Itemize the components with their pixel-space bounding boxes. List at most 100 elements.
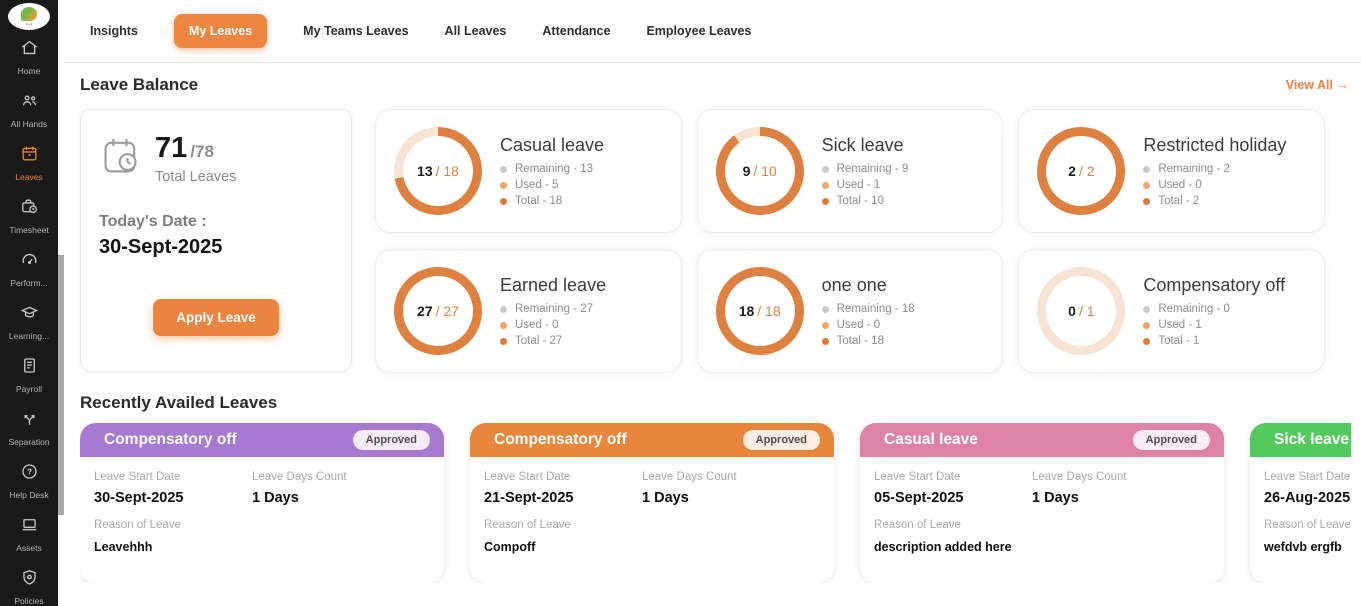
legend-dot-used — [1143, 181, 1151, 189]
leave-balance-section: 71/78 Total Leaves Today's Date : 30-Sep… — [80, 109, 1351, 373]
tab-my-leaves[interactable]: My Leaves — [173, 14, 268, 48]
availed-card-type: Compensatory off — [494, 431, 627, 448]
legend-dot-used — [500, 181, 507, 189]
reason-value: Compoff — [484, 540, 536, 554]
donut-total: / 18 — [757, 303, 781, 319]
availed-card-header: Casual leave Approved — [860, 423, 1224, 457]
legend-dot-total — [1143, 337, 1151, 345]
availed-card-header: Sick leave — [1250, 423, 1351, 457]
days-count-label: Leave Days Count — [642, 471, 737, 483]
legend-remaining: Remaining - 9 — [836, 163, 909, 175]
leave-card-title: Earned leave — [500, 275, 607, 295]
sidebar-item-assets[interactable]: Assets — [0, 515, 58, 553]
leave-card-sick: 9/ 10 Sick leave Remaining - 9 Used - 1 … — [696, 109, 1004, 233]
payroll-icon — [20, 356, 39, 380]
sidebar-item-label: Separation — [8, 437, 50, 447]
timesheet-icon — [20, 197, 39, 221]
tab-all-leaves[interactable]: All Leaves — [444, 24, 507, 38]
tab-attendance[interactable]: Attendance — [542, 24, 611, 38]
legend-total: Total - 18 — [515, 195, 563, 207]
recently-availed-cards: Compensatory off Approved Leave Start Da… — [80, 423, 1351, 583]
sidebar-item-separation[interactable]: Separation — [0, 409, 58, 447]
sidebar-item-performance[interactable]: Perform... — [0, 250, 58, 288]
sidebar-item-learning[interactable]: Learning... — [0, 303, 58, 341]
donut-value: 2 — [1068, 163, 1076, 179]
availed-card-type: Casual leave — [884, 431, 978, 448]
today-date-value: 30-Sept-2025 — [99, 236, 223, 258]
svg-text:?: ? — [26, 467, 31, 477]
leave-card-title: Restricted holiday — [1143, 135, 1287, 155]
leave-card-title: one one — [821, 275, 887, 295]
donut-total: / 27 — [435, 303, 459, 319]
sidebar-item-policies[interactable]: Policies — [0, 568, 58, 606]
availed-card-header: Compensatory off Approved — [470, 423, 834, 457]
legend-used: Used - 1 — [1158, 319, 1202, 331]
days-count-label: Leave Days Count — [1032, 471, 1127, 483]
start-date-label: Leave Start Date — [484, 471, 571, 483]
reason-value: Leavehhh — [94, 540, 153, 554]
leave-card-title: Casual leave — [500, 135, 605, 155]
sidebar-item-label: Leaves — [15, 172, 43, 182]
tab-employee-leaves[interactable]: Employee Leaves — [646, 24, 752, 38]
days-count-label: Leave Days Count — [252, 471, 347, 483]
availed-card-casual: Casual leave Approved Leave Start Date 0… — [860, 423, 1224, 583]
view-all-link[interactable]: View All → — [1285, 78, 1349, 92]
availed-card-compensatory-1: Compensatory off Approved Leave Start Da… — [80, 423, 444, 583]
sidebar-item-all-hands[interactable]: All Hands — [0, 91, 58, 129]
sidebar-item-label: All Hands — [10, 119, 48, 129]
reason-value: description added here — [874, 540, 1012, 554]
main-content: Insights My Leaves My Teams Leaves All L… — [64, 0, 1361, 606]
sidebar-item-home[interactable]: Home — [0, 38, 58, 76]
tab-bar: Insights My Leaves My Teams Leaves All L… — [64, 0, 1361, 63]
status-badge: Approved — [1132, 430, 1210, 450]
leave-card-earned: 27/ 27 Earned leave Remaining - 27 Used … — [375, 249, 682, 373]
legend-used: Used - 0 — [1158, 179, 1202, 191]
legend-dot-used — [821, 321, 829, 329]
donut-value: 27 — [417, 303, 433, 319]
reason-label: Reason of Leave — [874, 519, 961, 531]
availed-card-type: Sick leave — [1274, 431, 1349, 448]
sidebar-item-help-desk[interactable]: ? Help Desk — [0, 462, 58, 500]
sidebar-item-label: Learning... — [8, 331, 50, 341]
days-count-value: 1 Days — [1032, 490, 1079, 506]
tab-insights[interactable]: Insights — [90, 24, 138, 38]
donut-value: 0 — [1068, 303, 1076, 319]
sidebar-item-timesheet[interactable]: Timesheet — [0, 197, 58, 235]
leave-balance-header: Leave Balance View All → — [80, 75, 1351, 95]
apply-leave-button[interactable]: Apply Leave — [153, 299, 279, 336]
assets-laptop-icon — [20, 515, 39, 539]
days-count-value: 1 Days — [252, 490, 299, 506]
legend-used: Used - 1 — [836, 179, 881, 191]
total-leaves-remaining: 71 — [155, 132, 188, 164]
legend-remaining: Remaining - 18 — [836, 303, 915, 315]
sidebar-nav: Home All Hands Leaves Timesheet — [0, 38, 58, 606]
sidebar-item-label: Help Desk — [9, 490, 49, 500]
legend-dot-remaining — [821, 165, 829, 173]
company-logo-text: ●●● — [25, 22, 33, 26]
vertical-scrollbar — [58, 0, 64, 606]
legend-total: Total - 10 — [836, 195, 884, 207]
leave-card-restricted-holiday: 2/ 2 Restricted holiday Remaining - 2 Us… — [1018, 109, 1325, 233]
reason-value: wefdvb ergfb — [1264, 540, 1342, 554]
scrollbar-thumb[interactable] — [58, 255, 64, 515]
leave-type-cards: 13/ 18 Casual leave Remaining - 13 Used … — [375, 109, 1325, 373]
legend-used: Used - 0 — [515, 319, 559, 331]
reason-label: Reason of Leave — [484, 519, 571, 531]
home-icon — [20, 38, 39, 62]
tab-my-teams-leaves[interactable]: My Teams Leaves — [303, 24, 409, 38]
legend-dot-remaining — [821, 305, 829, 313]
leave-card-casual: 13/ 18 Casual leave Remaining - 13 Used … — [375, 109, 682, 233]
sidebar-item-payroll[interactable]: Payroll — [0, 356, 58, 394]
legend-total: Total - 18 — [836, 335, 884, 347]
legend-dot-remaining — [500, 165, 507, 173]
total-leaves-top: 71/78 Total Leaves — [97, 134, 335, 185]
start-date-value: 05-Sept-2025 — [874, 490, 964, 506]
donut-value: 13 — [417, 163, 433, 179]
sidebar-item-leaves[interactable]: Leaves — [0, 144, 58, 182]
policies-shield-icon — [20, 568, 39, 592]
reason-label: Reason of Leave — [94, 519, 181, 531]
donut-value: 18 — [738, 303, 755, 319]
sidebar-item-label: Home — [17, 66, 41, 76]
help-desk-icon: ? — [20, 462, 39, 486]
sidebar-item-label: Perform... — [10, 278, 48, 288]
